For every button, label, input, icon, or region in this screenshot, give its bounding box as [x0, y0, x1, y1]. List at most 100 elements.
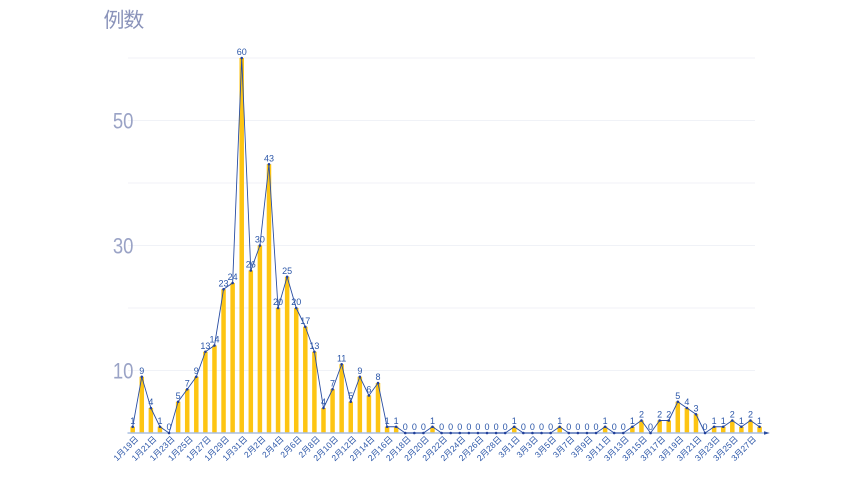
svg-text:2: 2 [748, 410, 753, 420]
svg-text:2: 2 [311, 452, 322, 463]
svg-text:0: 0 [448, 422, 453, 432]
svg-text:9: 9 [194, 366, 199, 376]
svg-text:5: 5 [542, 440, 553, 451]
svg-text:3: 3 [620, 452, 631, 463]
svg-text:3: 3 [675, 452, 686, 463]
svg-text:3: 3 [584, 452, 595, 463]
svg-text:3: 3 [638, 452, 649, 463]
svg-text:1: 1 [512, 416, 517, 426]
svg-text:9: 9 [578, 440, 589, 451]
svg-text:4: 4 [684, 397, 689, 407]
svg-text:1: 1 [220, 452, 231, 463]
svg-text:2: 2 [457, 452, 468, 463]
svg-text:1: 1 [506, 440, 517, 451]
svg-text:2: 2 [420, 452, 431, 463]
svg-text:0: 0 [485, 422, 490, 432]
svg-text:1: 1 [757, 416, 762, 426]
svg-text:7: 7 [330, 378, 335, 388]
svg-text:2: 2 [402, 452, 413, 463]
svg-text:1: 1 [712, 416, 717, 426]
svg-text:50: 50 [113, 108, 134, 133]
svg-text:2: 2 [278, 449, 289, 460]
svg-text:0: 0 [575, 422, 580, 432]
svg-text:1: 1 [603, 416, 608, 426]
svg-text:5: 5 [176, 391, 181, 401]
svg-text:3: 3 [711, 452, 722, 463]
svg-text:11: 11 [337, 353, 346, 363]
svg-text:8: 8 [375, 372, 380, 382]
svg-text:0: 0 [548, 422, 553, 432]
svg-text:0: 0 [439, 422, 444, 432]
svg-text:4: 4 [148, 397, 153, 407]
svg-text:2: 2 [657, 410, 662, 420]
svg-text:0: 0 [494, 422, 499, 432]
svg-text:2: 2 [438, 452, 449, 463]
svg-text:3: 3 [569, 449, 580, 460]
svg-text:0: 0 [612, 422, 617, 432]
svg-text:24: 24 [228, 272, 238, 282]
svg-text:1: 1 [557, 416, 562, 426]
svg-text:1: 1 [130, 416, 135, 426]
svg-text:2: 2 [384, 452, 395, 463]
svg-text:7: 7 [185, 378, 190, 388]
svg-text:2: 2 [329, 452, 340, 463]
svg-text:0: 0 [475, 422, 480, 432]
svg-text:7: 7 [560, 440, 571, 451]
svg-text:3: 3 [524, 440, 535, 451]
svg-text:6: 6 [287, 440, 298, 451]
svg-text:1: 1 [166, 452, 177, 463]
svg-text:3: 3 [729, 452, 740, 463]
svg-text:13: 13 [200, 341, 210, 351]
svg-text:0: 0 [594, 422, 599, 432]
svg-text:14: 14 [209, 335, 219, 345]
svg-text:20: 20 [291, 297, 301, 307]
svg-text:1: 1 [394, 416, 399, 426]
svg-text:3: 3 [551, 449, 562, 460]
svg-text:30: 30 [113, 233, 134, 258]
svg-text:2: 2 [666, 410, 671, 420]
svg-text:1: 1 [430, 416, 435, 426]
svg-text:0: 0 [584, 422, 589, 432]
svg-text:2: 2 [260, 449, 271, 460]
svg-text:2: 2 [242, 449, 253, 460]
svg-text:17: 17 [300, 316, 310, 326]
svg-text:2: 2 [366, 452, 377, 463]
svg-text:2: 2 [730, 410, 735, 420]
svg-text:0: 0 [466, 422, 471, 432]
svg-text:2: 2 [348, 452, 359, 463]
svg-text:3: 3 [602, 452, 613, 463]
svg-text:2: 2 [251, 440, 262, 451]
svg-text:23: 23 [219, 278, 229, 288]
svg-text:1: 1 [157, 416, 162, 426]
svg-text:3: 3 [496, 449, 507, 460]
svg-text:0: 0 [412, 422, 417, 432]
svg-text:2: 2 [475, 452, 486, 463]
svg-text:0: 0 [566, 422, 571, 432]
svg-text:20: 20 [273, 297, 283, 307]
svg-text:4: 4 [321, 397, 326, 407]
svg-text:8: 8 [306, 440, 317, 451]
svg-text:3: 3 [656, 452, 667, 463]
svg-text:4: 4 [269, 440, 280, 451]
svg-text:6: 6 [366, 385, 371, 395]
svg-text:1: 1 [202, 452, 213, 463]
svg-text:26: 26 [246, 260, 256, 270]
svg-text:0: 0 [530, 422, 535, 432]
svg-text:1: 1 [739, 416, 744, 426]
svg-text:1: 1 [129, 452, 140, 463]
svg-text:3: 3 [514, 449, 525, 460]
svg-text:3: 3 [533, 449, 544, 460]
svg-text:25: 25 [282, 266, 292, 276]
svg-text:2: 2 [639, 410, 644, 420]
svg-text:2: 2 [296, 449, 307, 460]
svg-text:10: 10 [113, 358, 134, 383]
svg-text:0: 0 [421, 422, 426, 432]
svg-text:1: 1 [184, 452, 195, 463]
svg-text:0: 0 [621, 422, 626, 432]
svg-text:0: 0 [521, 422, 526, 432]
svg-text:1: 1 [385, 416, 390, 426]
svg-text:3: 3 [693, 403, 698, 413]
svg-text:43: 43 [264, 153, 274, 163]
svg-text:0: 0 [457, 422, 462, 432]
svg-text:30: 30 [255, 235, 265, 245]
